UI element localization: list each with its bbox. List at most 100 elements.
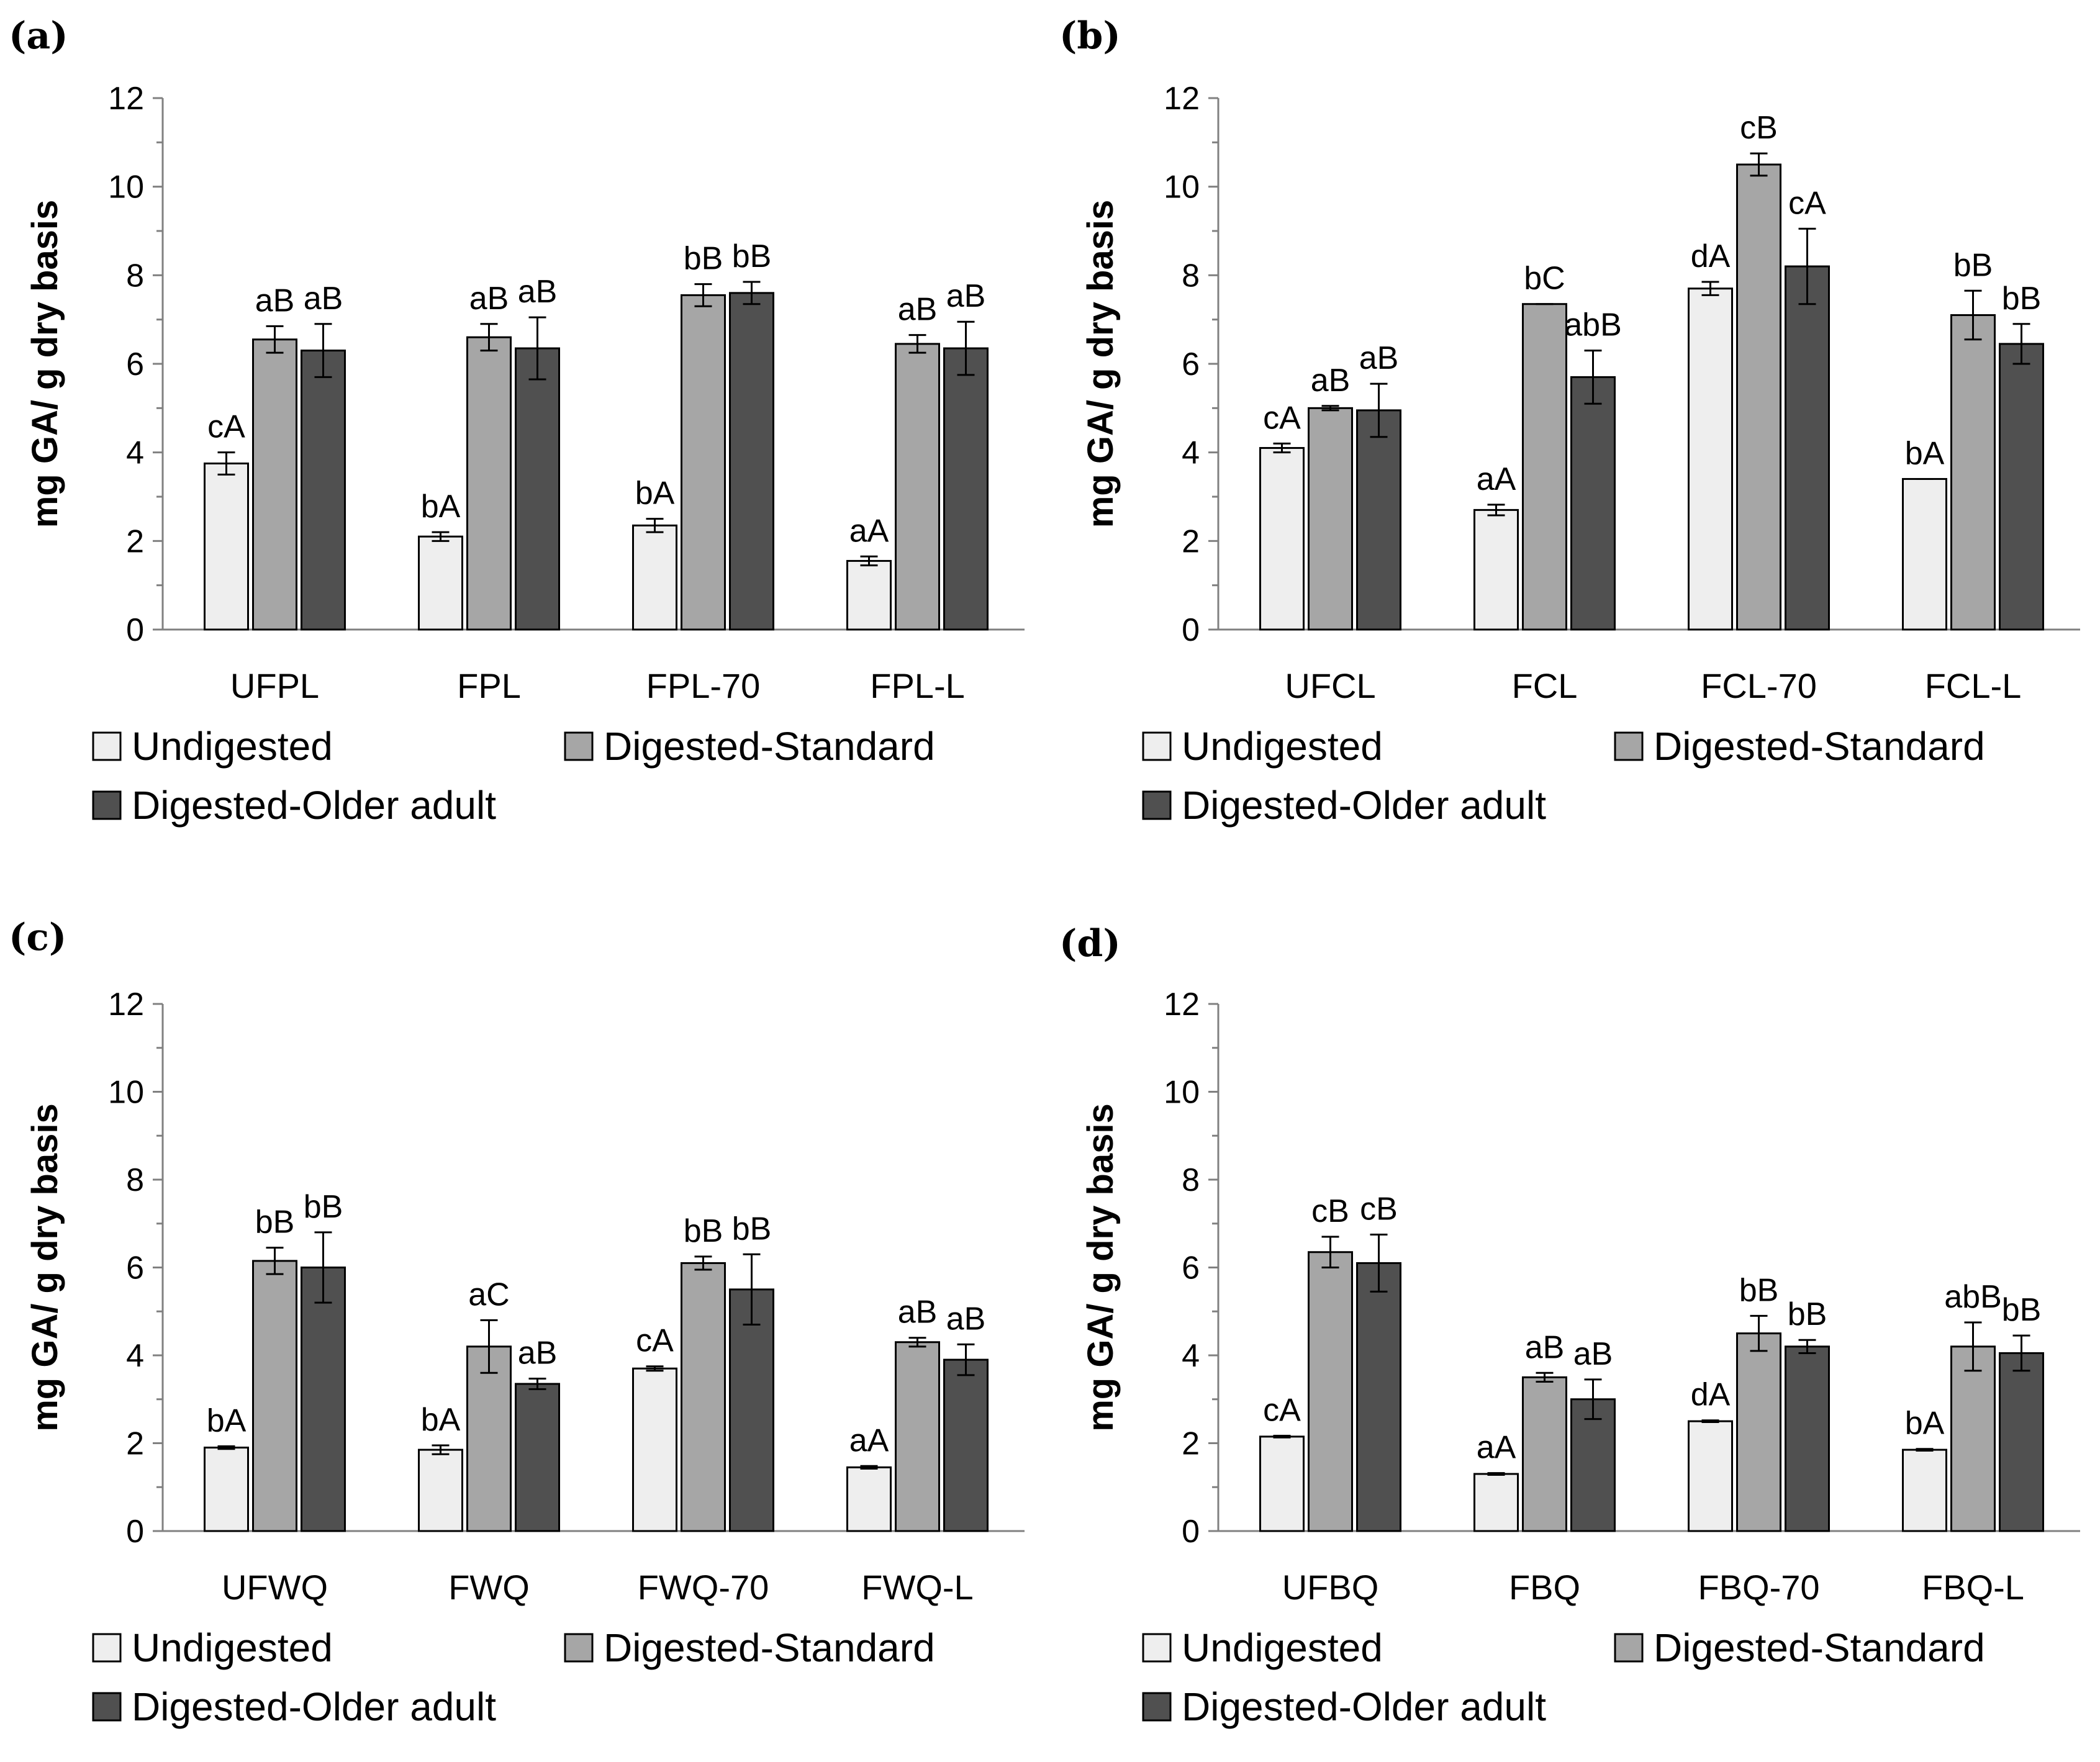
x-category-label: FBQ-L <box>1922 1568 2024 1607</box>
bar <box>418 1448 463 1532</box>
significance-label: bB <box>2002 281 2042 317</box>
y-tick-label: 0 <box>1182 1514 1200 1550</box>
bar <box>1688 1420 1733 1532</box>
significance-label: aB <box>946 1301 986 1337</box>
panel-letter: (c) <box>9 916 66 959</box>
bar <box>1950 1345 1996 1532</box>
bar <box>515 347 560 631</box>
significance-label: aC <box>468 1276 509 1312</box>
significance-label: abB <box>1944 1279 2002 1315</box>
y-tick-label: 10 <box>1164 169 1200 206</box>
legend-swatch <box>564 1633 594 1663</box>
x-category-label: FCL-70 <box>1701 666 1817 705</box>
y-tick-label: 8 <box>1182 258 1200 294</box>
significance-label: aB <box>946 278 986 314</box>
significance-label: cA <box>1788 185 1826 221</box>
significance-label: aA <box>1477 1430 1516 1466</box>
y-tick-label: 8 <box>126 258 144 294</box>
bar <box>1570 376 1616 631</box>
significance-label: cB <box>1740 110 1778 146</box>
bar <box>1308 407 1353 631</box>
y-tick-label: 8 <box>126 1162 144 1198</box>
y-tick-label: 4 <box>126 1338 144 1374</box>
legend-label: Digested-Older adult <box>1182 783 1546 828</box>
x-category-label: FPL <box>457 666 521 705</box>
y-tick-label: 4 <box>1182 435 1200 471</box>
y-tick-label: 6 <box>126 346 144 382</box>
y-tick-label: 12 <box>108 987 144 1023</box>
x-category-label: FCL-L <box>1925 666 2022 705</box>
x-category-label: UFPL <box>230 666 319 705</box>
significance-label: abB <box>1564 307 1622 343</box>
bar <box>515 1383 560 1532</box>
legend-swatch <box>1142 790 1172 820</box>
panel-letter: (b) <box>1059 14 1121 58</box>
y-tick-label: 0 <box>126 612 144 648</box>
bar <box>1356 1262 1401 1532</box>
significance-label: bB <box>2002 1292 2042 1328</box>
significance-label: aB <box>1525 1329 1565 1365</box>
bar <box>1688 287 1733 631</box>
legend-label: Digested-Standard <box>604 1625 935 1670</box>
significance-label: aB <box>255 282 295 319</box>
significance-label: aB <box>898 292 938 328</box>
bar <box>729 1288 774 1532</box>
bar <box>1522 303 1567 631</box>
significance-label: cA <box>1263 400 1301 436</box>
significance-label: bB <box>1788 1296 1827 1332</box>
y-tick-label: 2 <box>1182 523 1200 559</box>
bar <box>895 343 940 631</box>
bar <box>729 292 774 631</box>
y-tick-label: 4 <box>126 435 144 471</box>
bar <box>252 338 297 631</box>
y-tick-label: 6 <box>1182 346 1200 382</box>
x-category-label: UFWQ <box>222 1568 328 1607</box>
significance-label: bB <box>684 1213 723 1249</box>
bar <box>943 1358 989 1532</box>
significance-label: bB <box>255 1204 295 1240</box>
bar <box>1999 343 2044 631</box>
bar <box>1259 447 1305 631</box>
legend-swatch <box>1614 1633 1644 1663</box>
legend-swatch <box>92 790 122 820</box>
legend-label: Digested-Older adult <box>1182 1684 1546 1729</box>
significance-label: bA <box>1905 1406 1945 1442</box>
y-tick-label: 10 <box>108 1075 144 1111</box>
x-category-label: FWQ-L <box>861 1568 973 1607</box>
y-tick-label: 2 <box>126 523 144 559</box>
y-axis-title: mg GA/ g dry basis <box>1080 200 1121 528</box>
y-tick-label: 10 <box>108 169 144 206</box>
y-axis-title: mg GA/ g dry basis <box>1080 1103 1121 1432</box>
bar <box>301 1267 346 1532</box>
significance-label: bA <box>207 1403 247 1439</box>
significance-label: aA <box>849 513 889 549</box>
bar <box>1736 1332 1781 1532</box>
x-category-label: FBQ-70 <box>1698 1568 1819 1607</box>
bar <box>1902 1448 1947 1532</box>
bar <box>1308 1251 1353 1532</box>
bar <box>1785 265 1830 631</box>
y-tick-label: 12 <box>1164 987 1200 1023</box>
bar <box>1259 1435 1305 1532</box>
legend-swatch <box>1142 1633 1172 1663</box>
bar <box>1473 1473 1519 1532</box>
significance-label: aB <box>1359 340 1399 376</box>
significance-label: aA <box>849 1422 889 1458</box>
y-tick-label: 12 <box>108 81 144 117</box>
y-axis-title: mg GA/ g dry basis <box>25 200 65 528</box>
significance-label: cA <box>636 1323 674 1359</box>
y-tick-label: 10 <box>1164 1075 1200 1111</box>
significance-label: aB <box>1573 1336 1613 1372</box>
significance-label: aB <box>469 281 509 317</box>
y-tick-label: 4 <box>1182 1338 1200 1374</box>
bar <box>681 294 726 631</box>
significance-label: bA <box>635 476 675 512</box>
bar <box>632 1367 677 1532</box>
bar <box>846 1466 892 1532</box>
chart-panel: (d) mg GA/ g dry basis 0 2 4 6 8 10 12 UFBQ cA cB cB… <box>1059 922 2080 1729</box>
significance-label: bA <box>421 489 461 525</box>
bar <box>1999 1352 2044 1532</box>
